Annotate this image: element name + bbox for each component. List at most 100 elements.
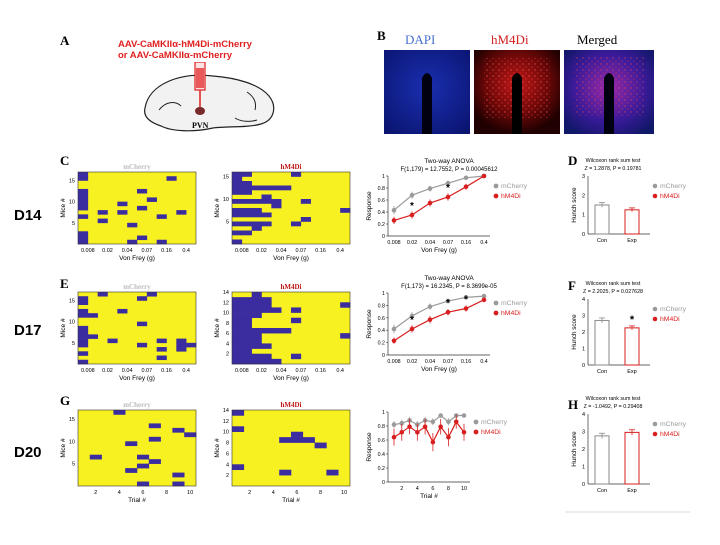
heatmap-cell	[291, 353, 302, 360]
line-chart-ylabel: Response	[366, 309, 373, 339]
heatmap-cell	[261, 302, 272, 308]
data-point-hM4Di	[399, 430, 405, 435]
merged-ventricle	[604, 73, 614, 134]
heatmap-right-2	[231, 409, 351, 487]
bar-chart-ylabel: Hunch score	[571, 187, 578, 223]
heatmap-right-xlabel: Von Frey (g)	[273, 375, 309, 382]
data-point-hM4Di	[391, 338, 397, 344]
heatmap-cell	[156, 355, 167, 361]
legend-marker-mCherry	[652, 183, 658, 189]
heatmap-cell	[232, 172, 243, 177]
heatmap-cell	[146, 197, 157, 202]
heatmap-cell	[156, 338, 167, 344]
heatmap-cell	[291, 317, 302, 324]
significance-star: *	[630, 314, 635, 326]
legend-label-mCherry: mCherry	[501, 300, 528, 307]
line-chart-D14: 0 0.2 0.4 0.6 0.8 1 0.008 0.02 0.04 0.07 0.16 0.4 Vo…	[366, 158, 528, 254]
heatmap-left-xtick: 0.02	[102, 368, 113, 374]
heatmap-cell	[232, 353, 243, 360]
heatmap-left-0	[77, 171, 197, 245]
heatmap-cell	[117, 308, 128, 314]
heatmap-cell	[184, 432, 197, 438]
heatmap-right-ytick: 4	[226, 462, 229, 468]
heatmap-cell	[241, 212, 252, 218]
heatmap-frame	[77, 171, 197, 245]
heatmap-left-xtick: 10	[187, 490, 193, 496]
heatmap-cell	[78, 239, 89, 245]
heatmap-right-ytick: 5	[226, 220, 229, 226]
data-point-mCherry	[461, 413, 467, 418]
heatmap-cell	[291, 172, 302, 177]
heatmap-cell	[232, 181, 243, 186]
data-point-mCherry	[430, 419, 436, 425]
heatmap-left-xlabel: Trial #	[128, 497, 146, 504]
heatmap-cell	[137, 454, 150, 460]
dapi-label: DAPI	[405, 32, 436, 47]
heatmap-cell	[271, 328, 282, 334]
heatmap-cell	[78, 330, 89, 335]
heatmap-left-ytick: 10	[69, 439, 75, 445]
heatmap-left-xtick: 0.16	[161, 248, 172, 254]
heatmap-cell	[78, 351, 89, 356]
heatmap-cell	[148, 459, 161, 464]
heatmap-cell	[326, 469, 339, 476]
panel-letter-c: C	[60, 153, 70, 168]
heatmap-cell	[251, 358, 262, 365]
heatmap-cell	[291, 431, 304, 438]
line-chart-xlabel: Von Frey (g)	[421, 247, 457, 254]
legend-marker-hM4Di	[652, 431, 658, 437]
line-chart-ytick-label: 1	[382, 410, 385, 416]
bar-chart-ytick-label: 0	[582, 482, 585, 488]
series-line-mCherry	[393, 295, 485, 330]
heatmap-cell	[78, 359, 89, 365]
bar-category-label: Exp	[627, 488, 636, 494]
heatmap-right-ytick: 8	[226, 441, 229, 447]
heatmap-left-xtick: 0.4	[182, 368, 190, 374]
heatmap-cell	[137, 205, 148, 211]
heatmap-right-xtick: 0.16	[315, 368, 326, 374]
bar-Con	[594, 435, 610, 485]
heatmap-cell	[281, 328, 292, 334]
heatmap-left-xtick: 0.04	[122, 368, 133, 374]
heatmap-cell	[117, 201, 128, 207]
heatmap-cell	[113, 410, 126, 415]
heatmap-cell	[302, 437, 315, 443]
heatmap-cell	[78, 205, 89, 211]
heatmap-left-xtick: 0.16	[161, 368, 172, 374]
heatmap-cell	[261, 328, 272, 334]
legend-label-hM4Di: hM4Di	[501, 193, 521, 200]
heatmap-cell	[232, 297, 243, 303]
panel-letter-e: E	[60, 276, 69, 291]
line-chart-xtick-label: 0.04	[425, 240, 435, 246]
data-point-hM4Di	[415, 430, 420, 435]
hm4di-ventricle	[512, 73, 522, 134]
heatmap-cell	[97, 292, 108, 297]
heatmap-cell	[78, 325, 89, 331]
panel-letter-f: F	[568, 278, 576, 293]
heatmap-cell	[300, 217, 311, 222]
heatmap-cell	[241, 302, 252, 308]
legend-marker-hM4Di	[652, 316, 658, 322]
heatmap-cell	[232, 338, 243, 344]
legend-marker-mCherry	[652, 306, 658, 312]
heatmap-cell	[125, 441, 138, 447]
heatmap-left-title: mCherry	[123, 283, 151, 291]
virus-line-2: or AAV-CaMKIIα-mCherry	[118, 50, 233, 61]
heatmap-right-title: hM4Di	[281, 401, 302, 409]
heatmap-right-title: hM4Di	[281, 283, 302, 291]
bar-category-label: Exp	[627, 238, 636, 244]
legend-marker-mCherry	[473, 419, 479, 425]
heatmap-cell	[241, 199, 252, 204]
legend-label-hM4Di: hM4Di	[660, 431, 680, 438]
heatmap-left-ylabel: Mice #	[60, 318, 67, 338]
heatmap-cell	[78, 176, 89, 181]
heatmap-right-xtick: 0.07	[295, 368, 306, 374]
heatmap-cell	[241, 338, 252, 344]
line-chart-ytick-label: 0	[382, 480, 385, 486]
panel-letter-b: B	[377, 28, 386, 43]
heatmap-cell	[127, 239, 138, 245]
line-chart-title: Two-way ANOVA	[424, 275, 474, 282]
heatmap-cell	[78, 300, 89, 306]
heatmap-cell	[232, 322, 243, 329]
